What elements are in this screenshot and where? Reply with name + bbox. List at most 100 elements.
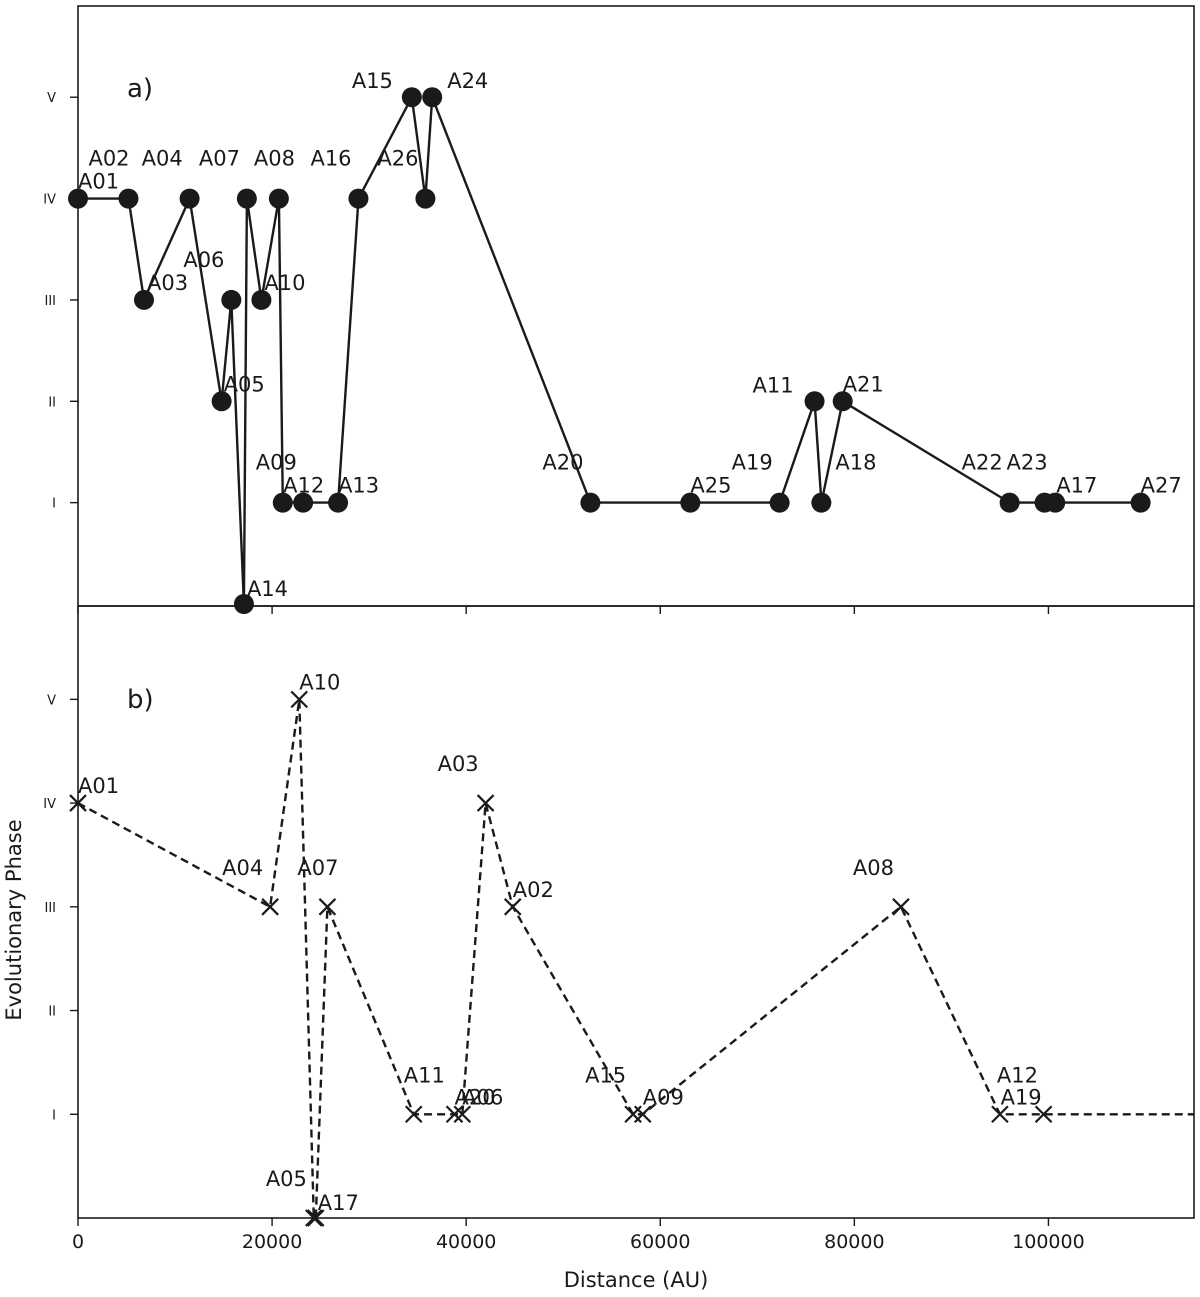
point-label-a09: A09	[643, 1085, 684, 1109]
point-label-a03: A03	[147, 271, 188, 295]
point-label-a21: A21	[843, 372, 884, 396]
point-label-a02: A02	[88, 147, 129, 171]
data-point-a12	[293, 492, 314, 513]
point-label-a05: A05	[266, 1167, 307, 1191]
data-point-a07	[236, 188, 257, 209]
point-label-a24: A24	[447, 69, 488, 93]
point-label-a12: A12	[283, 474, 324, 498]
data-point-a26	[415, 188, 436, 209]
data-point-a22	[999, 492, 1020, 513]
y-tick-label: I	[52, 1108, 56, 1123]
data-point-a09	[634, 1105, 652, 1124]
data-point-a20	[580, 492, 601, 513]
data-point-a03	[476, 794, 495, 812]
point-label-a22: A22	[962, 451, 1003, 475]
point-label-a07: A07	[297, 856, 338, 880]
data-point-a24	[422, 87, 443, 108]
point-label-a01: A01	[78, 774, 119, 798]
x-marker-stroke	[991, 1105, 1009, 1124]
x-tick-label: 80000	[824, 1231, 884, 1253]
data-point-a25	[680, 492, 701, 513]
point-label-a19: A19	[732, 451, 773, 475]
data-point-a04	[261, 898, 279, 916]
point-label-a13: A13	[338, 474, 379, 498]
point-label-a23: A23	[1007, 451, 1048, 475]
point-label-a07: A07	[199, 147, 240, 171]
point-label-a08: A08	[853, 856, 894, 880]
point-label-a25: A25	[690, 474, 731, 498]
data-point-a13	[328, 492, 349, 513]
point-label-a15: A15	[352, 69, 393, 93]
point-label-a09: A09	[256, 451, 297, 475]
x-tick-label: 100000	[1012, 1231, 1085, 1253]
data-point-a11	[804, 391, 825, 412]
panel-a-markers	[68, 87, 1151, 614]
y-tick-label: V	[47, 91, 56, 106]
point-label-a16: A16	[310, 147, 351, 171]
point-label-a27: A27	[1141, 474, 1182, 498]
point-label-a11: A11	[753, 373, 794, 397]
point-label-a20: A20	[542, 451, 583, 475]
x-marker-stroke	[453, 1105, 472, 1124]
y-tick-label: IV	[43, 797, 56, 812]
data-point-a20	[445, 1105, 464, 1124]
x-marker-stroke	[318, 898, 337, 916]
data-point-a05	[305, 1209, 323, 1227]
y-tick-label: V	[47, 693, 56, 708]
y-tick-label: II	[48, 395, 56, 410]
point-label-a05: A05	[224, 372, 265, 396]
x-tick-label: 0	[72, 1231, 84, 1253]
point-label-a15: A15	[585, 1063, 626, 1087]
point-label-a08: A08	[254, 147, 295, 171]
point-label-a01: A01	[78, 170, 119, 194]
x-marker-stroke	[404, 1105, 423, 1124]
point-label-a17: A17	[1056, 474, 1097, 498]
data-point-a21	[832, 391, 853, 412]
point-label-a20: A20	[455, 1085, 496, 1109]
panel-a-label: a)	[127, 74, 153, 104]
data-point-a10	[290, 690, 309, 709]
data-point-a06	[221, 289, 242, 310]
point-label-a03: A03	[438, 752, 479, 776]
x-marker-stroke	[503, 898, 522, 916]
data-point-a02	[118, 188, 139, 209]
x-axis-title: Distance (AU)	[564, 1268, 709, 1292]
x-marker-stroke	[634, 1105, 652, 1124]
data-point-a03	[133, 289, 154, 310]
panel-b-markers	[69, 690, 1053, 1227]
data-point-a19	[1034, 1105, 1053, 1124]
x-tick-label: 60000	[630, 1231, 690, 1253]
point-label-a10: A10	[264, 271, 305, 295]
y-tick-label: II	[48, 1005, 56, 1020]
data-point-a07	[318, 898, 337, 916]
x-tick-label: 20000	[242, 1231, 302, 1253]
data-point-a18	[811, 492, 832, 513]
y-tick-label: I	[52, 497, 56, 512]
x-marker-stroke	[305, 1209, 323, 1227]
x-marker-stroke	[306, 1209, 325, 1227]
data-point-a08	[892, 898, 910, 916]
data-point-a10	[251, 289, 272, 310]
point-label-a12: A12	[997, 1063, 1038, 1087]
panel-b-frame	[77, 605, 1195, 1219]
x-tick-label: 40000	[436, 1231, 496, 1253]
data-point-a01	[68, 188, 88, 209]
x-axis: 0 20000 40000 60000 80000 100000	[72, 606, 1085, 1253]
x-marker-stroke	[476, 794, 495, 812]
point-label-a11: A11	[404, 1063, 445, 1087]
y-tick-label: III	[44, 294, 56, 309]
point-label-a02: A02	[513, 878, 554, 902]
data-point-a17	[306, 1209, 325, 1227]
data-point-a14	[233, 594, 254, 614]
panel-b-series-line	[77, 698, 1194, 1220]
point-label-a06: A06	[462, 1085, 503, 1109]
data-point-a11	[404, 1105, 423, 1124]
data-point-a05	[211, 391, 232, 412]
point-label-a14: A14	[247, 577, 288, 601]
data-point-a16	[348, 188, 369, 209]
point-label-a17: A17	[318, 1191, 359, 1215]
